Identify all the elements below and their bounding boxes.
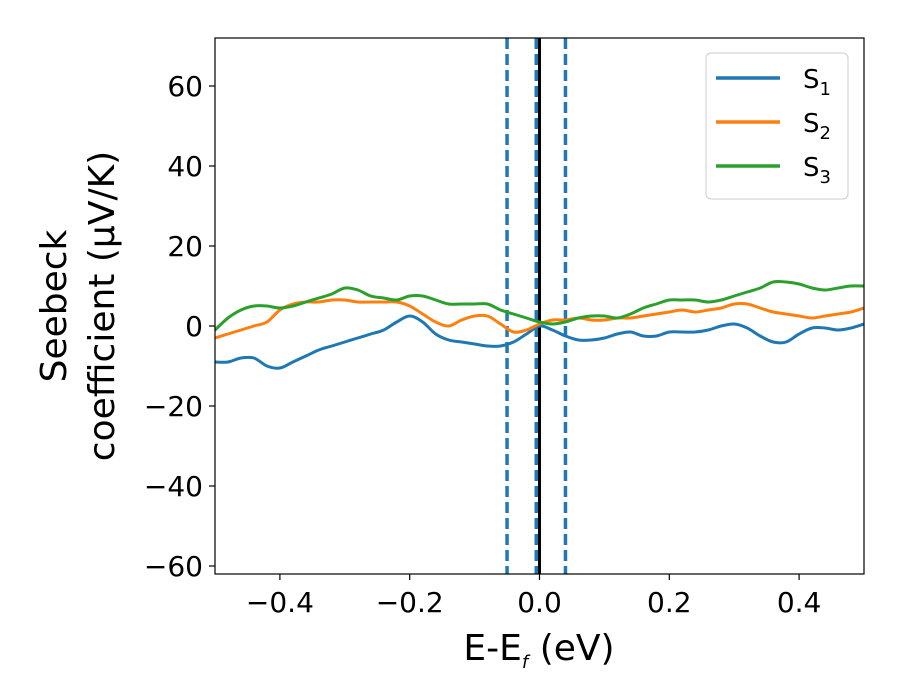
x-axis-title-main: E-E [463,628,521,669]
legend-label-s2: S2 [803,109,831,144]
y-tick-label: 20 [167,230,203,263]
x-tick-label: 0.4 [777,586,822,619]
y-tick-label: 40 [167,150,203,183]
y-tick-label: −40 [144,470,203,503]
y-tick-label: −20 [144,390,203,423]
series-line-s1 [215,314,864,370]
x-tick-label: 0.2 [647,586,692,619]
plot-lines [215,38,864,574]
legend: S1 S2 S3 [705,52,849,200]
x-axis-title: E-Ef (eV) [463,628,614,673]
legend-label-s3: S3 [803,153,831,188]
x-tick-label: −0.2 [376,586,444,619]
x-tick-label: −0.4 [246,586,314,619]
x-axis-title-tail: (eV) [528,628,614,669]
legend-label-s1: S1 [803,65,831,100]
legend-box [705,52,849,200]
x-tick-label: 0.0 [517,586,562,619]
y-tick-label: 0 [185,310,203,343]
y-axis-title-line1: Seebeck [34,229,75,382]
x-axis-title-sub: f [522,652,531,673]
y-tick-label: −60 [144,550,203,583]
y-axis-title-line2: coefficient (μV/K) [82,151,123,461]
series-line-s2 [215,298,864,340]
series-line-s3 [215,279,864,332]
y-tick-label: 60 [167,70,203,103]
axis-ticks: −0.4 −0.2 0.0 0.2 0.4 −60 −40 −20 0 20 40 60 [144,70,821,619]
